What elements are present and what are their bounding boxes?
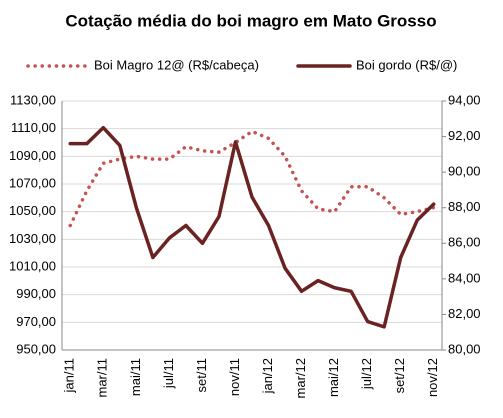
x-tick-label: set/12 [392, 358, 407, 393]
y-tick-label: 950,00 [16, 341, 56, 356]
x-tick-label: jul/12 [359, 358, 374, 390]
x-tick-label: set/11 [194, 358, 209, 392]
x-tick-label: mai/12 [326, 358, 341, 397]
x-tick-label: nov/11 [227, 358, 242, 396]
x-tick-label: jul/11 [161, 358, 176, 389]
y-tick-label: 1030,00 [9, 231, 56, 246]
y2-tick-label: 86,00 [448, 235, 481, 250]
x-tick-label: jan/11 [62, 358, 77, 393]
y-tick-label: 990,00 [16, 286, 56, 301]
x-tick-label: mar/11 [95, 358, 110, 398]
y2-tick-label: 88,00 [448, 199, 481, 214]
line-series [68, 129, 436, 228]
y2-tick-label: 92,00 [448, 128, 481, 143]
chart-title: Cotação média do boi magro em Mato Gross… [65, 11, 436, 30]
y-tick-label: 1070,00 [9, 175, 56, 190]
x-tick-label: mar/12 [293, 358, 308, 398]
y2-tick-label: 82,00 [448, 306, 481, 321]
y-tick-label: 1130,00 [10, 92, 56, 107]
x-tick-label: mai/11 [128, 358, 143, 396]
legend-label: Boi gordo (R$/@) [356, 57, 457, 72]
y-tick-label: 1050,00 [9, 203, 56, 218]
y2-tick-label: 94,00 [448, 92, 481, 107]
y-tick-label: 1090,00 [9, 148, 56, 163]
y2-tick-label: 80,00 [448, 341, 481, 356]
line-series [68, 125, 436, 329]
y-tick-label: 1110,00 [11, 120, 56, 135]
y-tick-label: 970,00 [16, 314, 56, 329]
legend-label: Boi Magro 12@ (R$/cabeça) [94, 57, 259, 72]
y-tick-label: 1010,00 [9, 258, 56, 273]
y2-tick-label: 84,00 [448, 270, 481, 285]
y2-tick-label: 90,00 [448, 164, 481, 179]
x-tick-label: nov/12 [425, 358, 440, 397]
x-tick-label: jan/12 [260, 358, 275, 394]
